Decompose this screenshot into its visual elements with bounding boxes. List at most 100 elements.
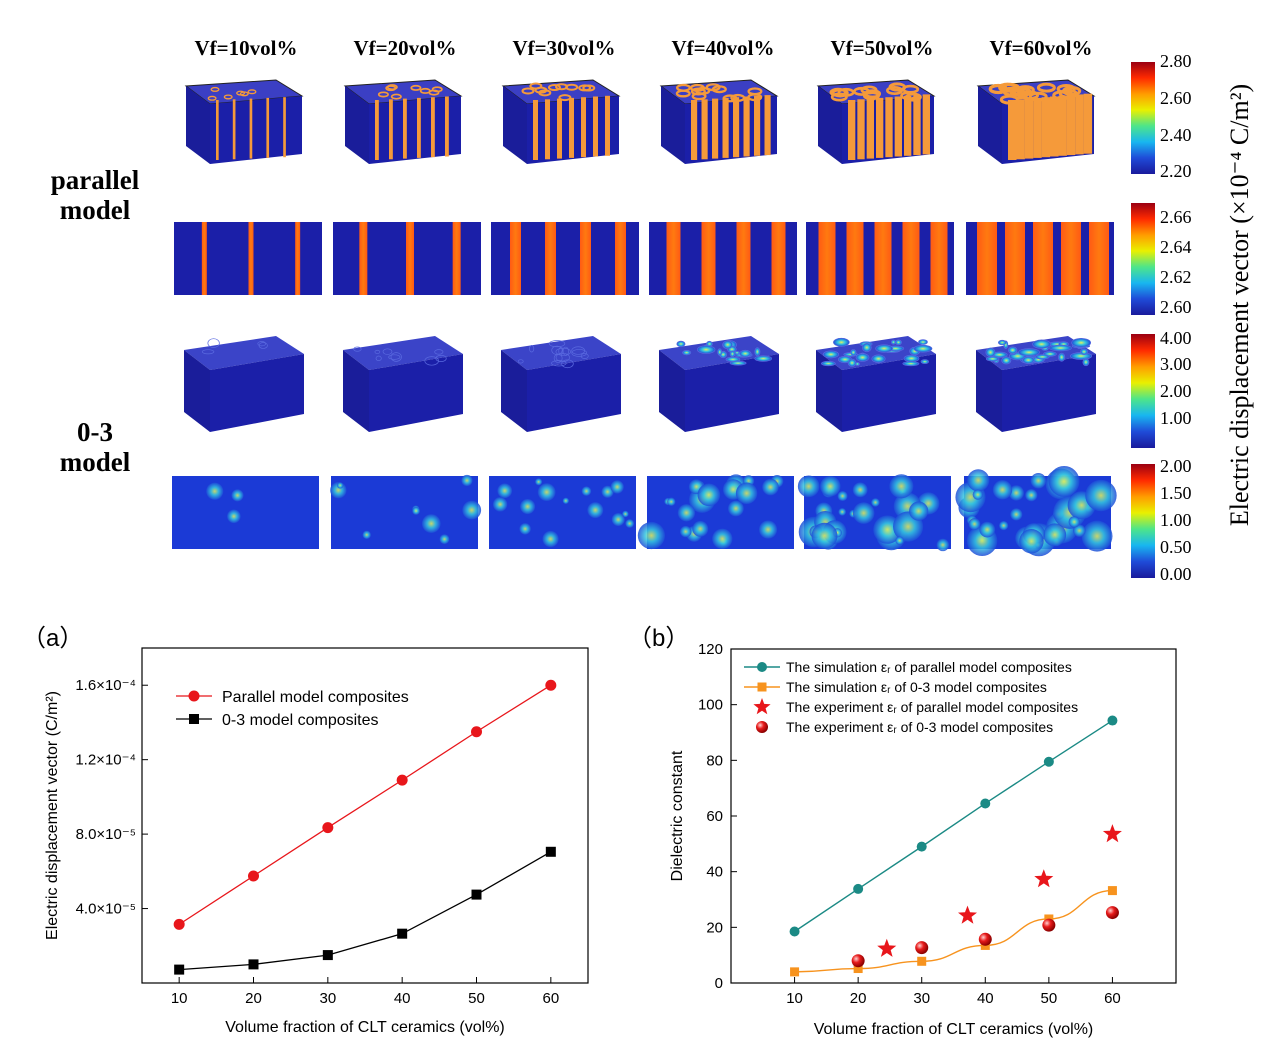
inclusion-particle <box>851 349 856 355</box>
parallel-section <box>174 222 322 295</box>
inclusion-particle <box>497 483 512 498</box>
inclusion-particle <box>812 523 838 549</box>
inclusion-particle <box>692 521 708 537</box>
x-axis-title: Volume fraction of CLT ceramics (vol%) <box>225 1019 505 1036</box>
colorbar-2-tick: 2.62 <box>1160 267 1192 288</box>
section-stripe <box>580 222 591 295</box>
legend-marker <box>189 691 200 702</box>
zero-three-3d-cube <box>184 336 304 432</box>
inclusion-stripe <box>557 99 562 159</box>
x-tick-label: 30 <box>913 990 930 1007</box>
data-point <box>1107 716 1117 726</box>
inclusion-particle <box>698 484 721 507</box>
legend-marker <box>189 714 199 724</box>
zero-three-3d-cube <box>343 336 463 432</box>
inclusion-particle <box>1025 489 1037 501</box>
inclusion-particle <box>833 338 849 346</box>
inclusion-particle <box>718 349 722 356</box>
y-tick-label: 4.0×10⁻⁵ <box>76 901 136 918</box>
inclusion-stripe <box>744 97 750 157</box>
x-tick-label: 20 <box>245 990 262 1007</box>
inclusion-particle <box>876 345 893 353</box>
series-line <box>179 852 551 970</box>
inclusion-particle <box>723 341 732 349</box>
section-stripe <box>510 222 521 295</box>
inclusion-particle <box>1010 508 1022 520</box>
parallel-3d-cube <box>345 80 461 164</box>
inclusion-particle <box>848 359 856 366</box>
inclusion-particle <box>538 483 556 501</box>
inclusion-particle <box>918 340 927 345</box>
inclusion-stripe <box>857 99 864 159</box>
data-point <box>979 933 992 946</box>
colorbar-3-tick: 4.00 <box>1160 328 1192 349</box>
zero-three-3d-cube <box>816 336 936 432</box>
colorbar-4-tick: 2.00 <box>1160 456 1192 477</box>
series-line <box>795 891 1113 972</box>
inclusion-particle <box>903 362 919 366</box>
data-point <box>545 680 556 691</box>
inclusion-stripe <box>403 99 407 159</box>
inclusion-particle <box>1019 529 1043 553</box>
zero-three-section <box>955 466 1116 556</box>
data-point <box>877 939 896 957</box>
data-point <box>248 870 259 881</box>
data-point <box>1103 824 1122 842</box>
section-stripe <box>1005 222 1025 295</box>
inclusion-particle <box>937 539 950 552</box>
cube-front-face <box>210 96 302 164</box>
legend-marker <box>757 662 767 672</box>
inclusion-stripe <box>431 97 435 157</box>
inclusion-particle <box>838 491 848 501</box>
inclusion-particle <box>1035 355 1049 359</box>
data-point <box>790 967 799 976</box>
zero-three-section <box>330 475 481 549</box>
colorbar-4-tick: 0.50 <box>1160 537 1192 558</box>
y-tick-label: 100 <box>698 697 723 714</box>
inclusion-particle <box>1085 480 1116 511</box>
data-point <box>397 929 407 939</box>
inclusion-particle <box>871 498 880 507</box>
data-point <box>958 906 977 924</box>
colorbar-1-tick: 2.20 <box>1160 161 1192 182</box>
inclusion-stripe <box>445 97 449 157</box>
inclusion-particle <box>440 534 450 544</box>
inclusion-stripe <box>723 98 729 158</box>
parallel-3d-cube <box>503 80 619 164</box>
colorbar-parallel-3d <box>1131 62 1155 174</box>
inclusion-stripe <box>895 97 902 157</box>
x-tick-label: 10 <box>171 990 188 1007</box>
colorbar-3-tick: 2.00 <box>1160 381 1192 402</box>
data-point <box>790 927 800 937</box>
section-stripe <box>1061 222 1081 295</box>
inclusion-particle <box>519 523 530 534</box>
inclusion-stripe <box>389 99 393 159</box>
inclusion-stripe <box>216 100 219 160</box>
inclusion-particle <box>1008 347 1017 354</box>
inclusion-particle <box>1083 359 1089 366</box>
inclusion-stripe <box>904 96 911 156</box>
inclusion-particle <box>891 340 895 344</box>
inclusion-particle <box>337 482 343 488</box>
legend-label: The experiment εᵣ of parallel model comp… <box>786 699 1078 715</box>
colorbar-title: Electric displacement vector (×10⁻⁴ C/m²… <box>1225 84 1255 526</box>
inclusion-particle <box>798 475 820 497</box>
inclusion-particle <box>855 362 859 365</box>
section-stripe <box>615 222 626 295</box>
inclusion-particle <box>206 483 223 500</box>
inclusion-particle <box>762 479 779 496</box>
inclusion-particle <box>563 498 569 504</box>
data-point <box>917 957 926 966</box>
data-point <box>1034 869 1053 887</box>
x-tick-label: 40 <box>977 990 994 1007</box>
inclusion-particle <box>909 502 928 521</box>
inclusion-particle <box>712 529 732 549</box>
zero-three-section <box>798 474 951 551</box>
x-tick-label: 60 <box>542 990 559 1007</box>
x-axis-title: Volume fraction of CLT ceramics (vol%) <box>814 1021 1094 1038</box>
x-tick-label: 10 <box>786 990 803 1007</box>
inclusion-particle <box>755 348 760 356</box>
inclusion-particle <box>823 351 838 358</box>
colorbar-1-tick: 2.40 <box>1160 125 1192 146</box>
inclusion-particle <box>678 504 695 521</box>
